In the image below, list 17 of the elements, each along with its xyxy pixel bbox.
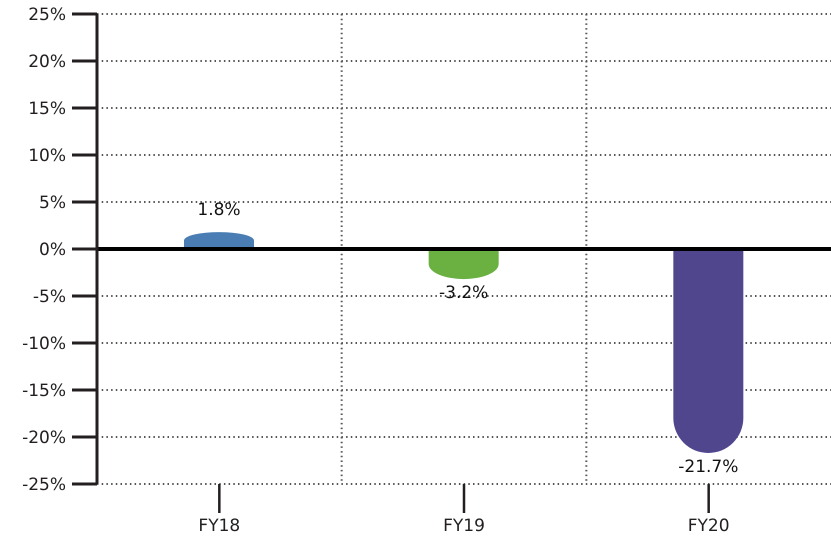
y-tick-label: -5% (32, 287, 66, 308)
y-tick-label: 0% (39, 240, 66, 260)
x-tick-label: FY19 (443, 516, 485, 536)
data-label: -21.7% (678, 456, 738, 477)
data-label: 1.8% (197, 200, 241, 220)
data-label: -3.2% (439, 283, 488, 304)
y-tick-label: 25% (28, 5, 66, 26)
y-tick-label: 20% (28, 52, 66, 72)
y-tick-label: 5% (39, 193, 66, 214)
x-tick-label: FY18 (198, 516, 240, 536)
y-tick-label: 15% (28, 99, 66, 120)
y-tick-label: -15% (22, 381, 66, 402)
x-tick-label: FY20 (688, 516, 730, 536)
y-tick-label: -10% (22, 334, 66, 354)
y-tick-label: -20% (22, 428, 66, 448)
y-tick-label: 10% (28, 146, 66, 166)
y-tick-label: -25% (22, 475, 66, 496)
